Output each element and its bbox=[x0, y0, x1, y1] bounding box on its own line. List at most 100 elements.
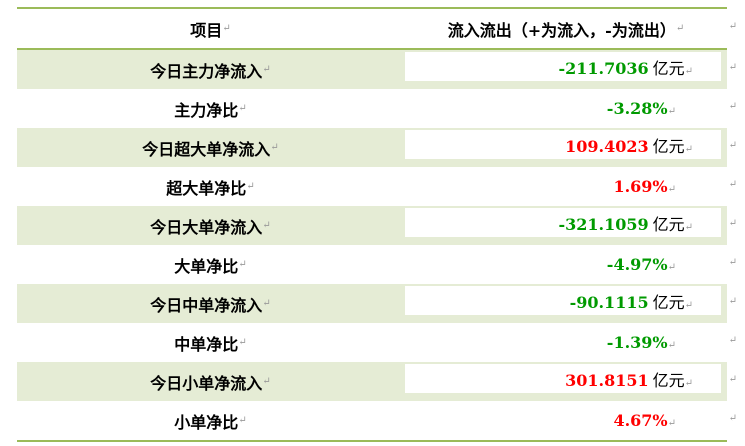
row-end-mark-icon: ↵ bbox=[728, 140, 737, 151]
row-label: 今日小单净流入 ↵ bbox=[17, 362, 404, 401]
row-end-mark-icon: ↵ bbox=[728, 62, 737, 73]
row-label-text: 大单净比 bbox=[174, 256, 239, 276]
row-value-wrap: -321.1059 亿元↵ bbox=[558, 211, 721, 235]
table-row: 今日大单净流入 ↵ -321.1059 亿元↵ ↵ bbox=[17, 206, 737, 245]
row-label: 大单净比 ↵ bbox=[17, 245, 404, 284]
row-value: 4.67%↵ bbox=[405, 401, 721, 440]
row-value-number: -90.1115 bbox=[569, 292, 649, 312]
row-label-text: 今日主力净流入 bbox=[150, 61, 263, 81]
row-value: -1.39%↵ bbox=[405, 323, 721, 362]
row-value-number: 301.8151 bbox=[565, 370, 649, 390]
row-value-number: 4.67% bbox=[613, 411, 668, 430]
row-end-mark-icon: ↵ bbox=[728, 179, 737, 190]
header-flow: 流入流出（+为流入，-为流出） ↵ bbox=[405, 9, 727, 48]
header-item: 项目 ↵ bbox=[17, 9, 404, 48]
row-end-mark-icon: ↵ bbox=[728, 335, 737, 346]
row-value: -90.1115 亿元↵ bbox=[405, 286, 721, 315]
paragraph-mark-icon: ↵ bbox=[262, 64, 271, 75]
row-value: -321.1059 亿元↵ bbox=[405, 208, 721, 237]
header-flow-text: 流入流出（+为流入，-为流出） bbox=[447, 20, 676, 40]
row-value-wrap: -4.97%↵ bbox=[607, 255, 721, 274]
row-value-number: -1.39% bbox=[606, 333, 668, 352]
row-end-mark-icon: ↵ bbox=[728, 296, 737, 307]
paragraph-mark-icon: ↵ bbox=[684, 65, 693, 77]
paragraph-mark-icon: ↵ bbox=[667, 106, 676, 117]
row-end-mark-icon: ↵ bbox=[728, 413, 737, 424]
row-value: 1.69%↵ bbox=[405, 167, 721, 206]
table-row: 中单净比 ↵ -1.39%↵ ↵ bbox=[17, 323, 737, 362]
row-value: -3.28%↵ bbox=[405, 89, 721, 128]
table-row: 今日中单净流入 ↵ -90.1115 亿元↵ ↵ bbox=[17, 284, 737, 323]
table-row: 主力净比 ↵ -3.28%↵ ↵ bbox=[17, 89, 737, 128]
paragraph-mark-icon: ↵ bbox=[684, 221, 693, 233]
paragraph-mark-icon: ↵ bbox=[222, 23, 231, 34]
row-value-wrap: -3.28%↵ bbox=[607, 99, 721, 118]
row-value-number: 1.69% bbox=[613, 177, 668, 196]
row-value-unit: 亿元 bbox=[652, 292, 685, 312]
row-label: 今日大单净流入 ↵ bbox=[17, 206, 404, 245]
row-end-mark-icon: ↵ bbox=[728, 218, 737, 229]
row-value-wrap: 301.8151 亿元↵ bbox=[565, 367, 721, 391]
paragraph-mark-icon: ↵ bbox=[667, 340, 676, 351]
row-label-text: 今日超大单净流入 bbox=[142, 139, 271, 159]
paragraph-mark-icon: ↵ bbox=[270, 142, 279, 153]
row-end-mark-icon: ↵ bbox=[728, 257, 737, 268]
row-value-wrap: -90.1115 亿元↵ bbox=[570, 289, 721, 313]
row-label: 主力净比 ↵ bbox=[17, 89, 404, 128]
table-row: 今日超大单净流入 ↵ 109.4023 亿元↵ ↵ bbox=[17, 128, 737, 167]
row-value-wrap: 1.69%↵ bbox=[613, 177, 721, 196]
row-label-text: 小单净比 bbox=[174, 412, 239, 432]
row-label-text: 今日大单净流入 bbox=[150, 217, 263, 237]
table-row: 今日小单净流入 ↵ 301.8151 亿元↵ ↵ bbox=[17, 362, 737, 401]
row-value: -4.97%↵ bbox=[405, 245, 721, 284]
row-value-wrap: -211.7036 亿元↵ bbox=[558, 55, 721, 79]
row-end-mark-icon: ↵ bbox=[728, 101, 737, 112]
row-label-text: 今日中单净流入 bbox=[150, 295, 263, 315]
row-value-number: 109.4023 bbox=[565, 136, 649, 156]
paragraph-mark-icon: ↵ bbox=[684, 299, 693, 311]
row-value-number: -211.7036 bbox=[558, 58, 649, 78]
row-end-mark-icon: ↵ bbox=[728, 21, 737, 32]
paragraph-mark-icon: ↵ bbox=[667, 184, 676, 195]
row-value-unit: 亿元 bbox=[652, 214, 685, 234]
paragraph-mark-icon: ↵ bbox=[246, 181, 255, 192]
paragraph-mark-icon: ↵ bbox=[262, 376, 271, 387]
table-row: 小单净比 ↵ 4.67%↵ ↵ bbox=[17, 401, 737, 440]
row-value-wrap: -1.39%↵ bbox=[607, 333, 721, 352]
row-label-text: 中单净比 bbox=[174, 334, 239, 354]
row-value: 109.4023 亿元↵ bbox=[405, 130, 721, 159]
row-label-text: 今日小单净流入 bbox=[150, 373, 263, 393]
row-value-unit: 亿元 bbox=[652, 58, 685, 78]
row-value-unit: 亿元 bbox=[652, 370, 685, 390]
table-row: 今日主力净流入 ↵ -211.7036 亿元↵ ↵ bbox=[17, 50, 737, 89]
table-row: 超大单净比 ↵ 1.69%↵ ↵ bbox=[17, 167, 737, 206]
paragraph-mark-icon: ↵ bbox=[238, 337, 247, 348]
fund-flow-table: 项目 ↵ 流入流出（+为流入，-为流出） ↵ ↵ 今日主力净流入 ↵ -211.703… bbox=[17, 7, 737, 442]
header-item-text: 项目 bbox=[190, 20, 223, 40]
paragraph-mark-icon: ↵ bbox=[684, 143, 693, 155]
row-value: 301.8151 亿元↵ bbox=[405, 364, 721, 393]
row-value-unit: 亿元 bbox=[652, 136, 685, 156]
row-value: -211.7036 亿元↵ bbox=[405, 52, 721, 81]
row-value-wrap: 4.67%↵ bbox=[613, 411, 721, 430]
row-label: 今日超大单净流入 ↵ bbox=[17, 128, 404, 167]
row-label: 中单净比 ↵ bbox=[17, 323, 404, 362]
row-value-number: -3.28% bbox=[606, 99, 668, 118]
paragraph-mark-icon: ↵ bbox=[675, 23, 685, 34]
row-label: 今日中单净流入 ↵ bbox=[17, 284, 404, 323]
row-label-text: 主力净比 bbox=[174, 100, 239, 120]
paragraph-mark-icon: ↵ bbox=[684, 377, 693, 389]
row-value-number: -321.1059 bbox=[558, 214, 649, 234]
row-end-mark-icon: ↵ bbox=[728, 374, 737, 385]
table-header-row: 项目 ↵ 流入流出（+为流入，-为流出） ↵ ↵ bbox=[17, 9, 737, 50]
row-label-text: 超大单净比 bbox=[166, 178, 247, 198]
table-row: 大单净比 ↵ -4.97%↵ ↵ bbox=[17, 245, 737, 284]
paragraph-mark-icon: ↵ bbox=[262, 220, 271, 231]
row-value-wrap: 109.4023 亿元↵ bbox=[565, 133, 721, 157]
row-value-number: -4.97% bbox=[606, 255, 668, 274]
paragraph-mark-icon: ↵ bbox=[238, 259, 247, 270]
paragraph-mark-icon: ↵ bbox=[667, 262, 676, 273]
paragraph-mark-icon: ↵ bbox=[238, 103, 247, 114]
row-label: 小单净比 ↵ bbox=[17, 401, 404, 440]
row-label: 超大单净比 ↵ bbox=[17, 167, 404, 206]
